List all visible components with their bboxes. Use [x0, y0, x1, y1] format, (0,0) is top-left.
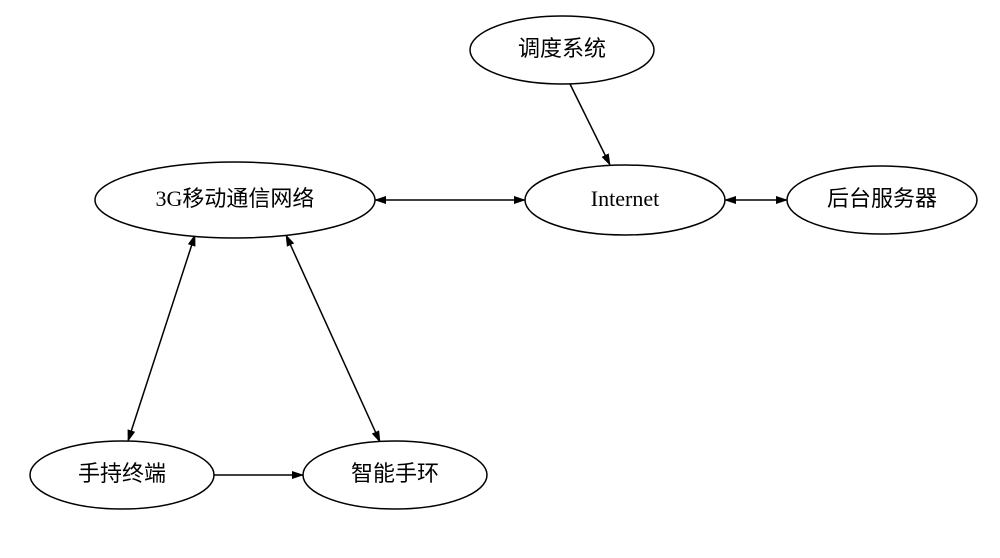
node-label-server: 后台服务器: [827, 186, 937, 211]
nodes-group: 调度系统 3G移动通信网络 Internet 后台服务器手持终端 智能手环: [30, 16, 977, 509]
node-label-g3: 3G移动通信网络: [156, 186, 315, 211]
node-server: 后台服务器: [787, 166, 977, 234]
node-bracelet: 智能手环: [303, 441, 487, 509]
node-handheld: 手持终端: [30, 441, 214, 509]
node-label-bracelet: 智能手环: [351, 461, 439, 486]
node-label-internet: Internet: [591, 186, 659, 211]
node-g3: 3G移动通信网络: [95, 162, 375, 238]
edge-dispatch-internet: [570, 84, 610, 165]
edge-g3-handheld: [128, 235, 195, 441]
edge-g3-bracelet: [286, 235, 380, 442]
edges-group: [128, 84, 787, 475]
network-diagram: 调度系统 3G移动通信网络 Internet 后台服务器手持终端 智能手环: [0, 0, 1000, 558]
node-label-dispatch: 调度系统: [518, 36, 606, 61]
node-dispatch: 调度系统: [470, 16, 654, 84]
node-internet: Internet: [525, 165, 725, 235]
node-label-handheld: 手持终端: [78, 461, 166, 486]
